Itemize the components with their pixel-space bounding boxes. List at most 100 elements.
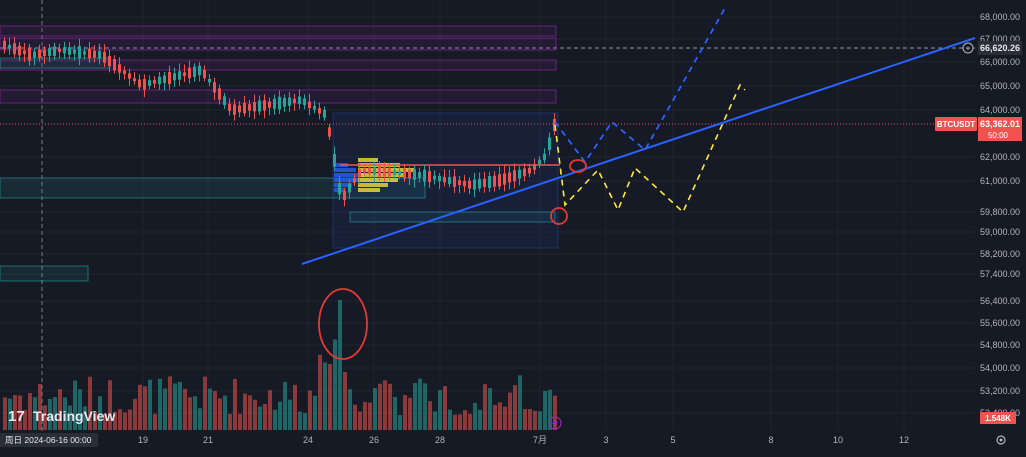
y-tick-label: 67,000.00 [980,34,1020,44]
x-tick-label: 28 [435,435,445,445]
cursor-date-label: 周日 2024-06-16 00:00 [0,433,98,447]
candle-body [533,164,536,170]
bar-countdown: 50:00 [988,131,1009,140]
candle-body [58,48,61,53]
highlight-circle [569,159,587,173]
y-tick-label: 59,000.00 [980,227,1020,237]
volume-bar [43,405,47,430]
lightning-icon[interactable] [548,416,562,430]
candle-body [3,40,6,50]
last-price-bg [978,117,1022,141]
candle-body [228,103,231,111]
volume-bar [258,406,262,430]
candle-body [528,167,531,174]
volume-bar [328,364,332,430]
candle-body [438,175,441,182]
volume-bar [513,385,517,430]
candle-body [203,69,206,79]
volume-bar [138,384,142,430]
price-axis[interactable]: 68,000.00 67,000.00 66,000.00 65,000.00 64,0… [980,12,1020,418]
profile-bar-blue [334,168,356,172]
volume-bar [128,409,132,430]
volume-bar [283,381,287,430]
candle-body [118,64,121,73]
candle-body [368,167,371,174]
volume-bar [218,398,222,430]
y-tick-label: 64,000.00 [980,105,1020,115]
candle-body [448,177,451,185]
candle-body [553,118,556,132]
candle-body [313,106,316,110]
candle-body [123,70,126,75]
volume-bar [188,397,192,430]
volume-bar [173,383,177,430]
volume-bar [323,362,327,430]
volume-bar [168,376,172,430]
zone-box [0,265,89,282]
x-tick-label: 5 [670,435,675,445]
candle-body [223,96,226,106]
volume-bar [303,412,307,430]
volume-bar [393,396,397,430]
candle-body [178,71,181,80]
volume-bar [293,384,297,430]
volume-bar [373,388,377,430]
volume-bar [93,411,97,430]
candle-body [198,65,201,76]
volume-bar [98,396,102,430]
volume-bar [423,383,427,430]
profile-bar-blue [334,178,360,182]
profile-bar-blue [334,183,352,187]
candle-body [348,183,351,193]
add-alert-icon[interactable] [962,42,974,54]
volume-bar [273,409,277,430]
profile-bar-yellow [358,158,378,162]
last-price-label: BTCUSDT 63,362.01 50:00 [935,117,1022,141]
candle-body [28,47,31,61]
volume-bar [143,386,147,430]
volume-bar [243,393,247,430]
candle-body [458,180,461,186]
candle-body [508,172,511,183]
crosshair-price-label: + 66,620.26 [962,41,1022,55]
last-price: 63,362.01 [980,119,1020,129]
volume-value: 1.548K [985,414,1011,423]
y-tick-label: 59,800.00 [980,207,1020,217]
volume-bars [3,300,557,430]
volume-bar [523,409,527,430]
candle-body [293,98,296,104]
candle-body [233,104,236,115]
candle-body [243,103,246,114]
zone-box [0,177,426,199]
volume-bar [233,378,237,430]
volume-bar [448,409,452,430]
volume-bar [428,401,432,430]
volume-bar [263,403,267,430]
volume-bar [198,408,202,430]
x-tick-label: 26 [369,435,379,445]
y-tick-label: 57,400.00 [980,269,1020,279]
volume-bar [113,411,117,430]
volume-bar [248,395,252,430]
candle-body [8,44,11,49]
candle-body [483,178,486,187]
candle-body [53,46,56,56]
x-tick-label: 24 [303,435,313,445]
volume-bar [378,383,382,430]
volume-bar [463,410,467,430]
volume-bar [308,390,312,430]
time-axis[interactable]: 19 21 24 26 28 7月 3 5 8 10 12 [138,435,909,445]
gear-icon[interactable] [996,435,1006,445]
x-tick-label: 19 [138,435,148,445]
candle-body [393,170,396,176]
drawing-overlays [301,7,976,360]
volume-bar [368,402,372,430]
candle-body [278,96,281,110]
volume-bar [238,413,242,430]
candle-body [248,104,251,111]
candle-body [418,172,421,178]
volume-bar [148,379,152,430]
volume-bar [68,405,72,430]
